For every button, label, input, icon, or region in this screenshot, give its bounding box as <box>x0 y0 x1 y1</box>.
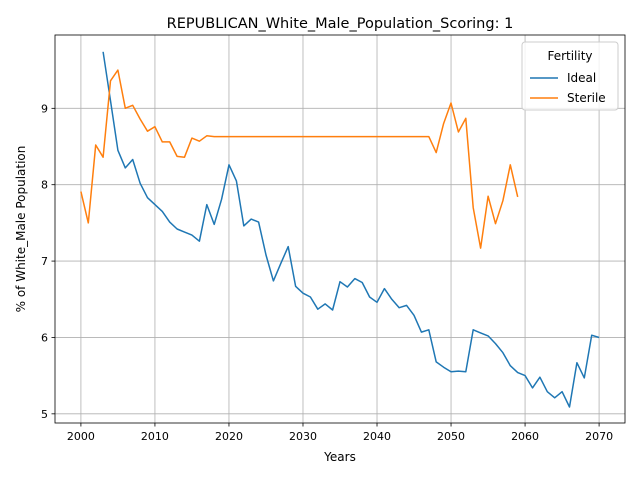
y-axis-label: % of White_Male Population <box>14 146 28 313</box>
x-tick-label: 2060 <box>511 430 539 443</box>
chart-title: REPUBLICAN_White_Male_Population_Scoring… <box>167 16 514 32</box>
x-tick-label: 2010 <box>141 430 169 443</box>
legend-title: Fertility <box>547 49 592 63</box>
x-tick-label: 2050 <box>437 430 465 443</box>
x-tick-label: 2040 <box>363 430 391 443</box>
legend-label-sterile: Sterile <box>567 91 606 105</box>
y-tick-label: 8 <box>41 179 48 192</box>
x-tick-label: 2030 <box>289 430 317 443</box>
y-tick-label: 5 <box>41 408 48 421</box>
y-tick-label: 7 <box>41 255 48 268</box>
x-tick-label: 2020 <box>215 430 243 443</box>
legend: Fertility Ideal Sterile <box>522 42 618 110</box>
y-tick-label: 9 <box>41 102 48 115</box>
y-tick-label: 6 <box>41 331 48 344</box>
x-tick-label: 2070 <box>585 430 613 443</box>
legend-label-ideal: Ideal <box>567 71 596 85</box>
x-tick-label: 2000 <box>67 430 95 443</box>
x-axis-label: Years <box>323 450 356 464</box>
